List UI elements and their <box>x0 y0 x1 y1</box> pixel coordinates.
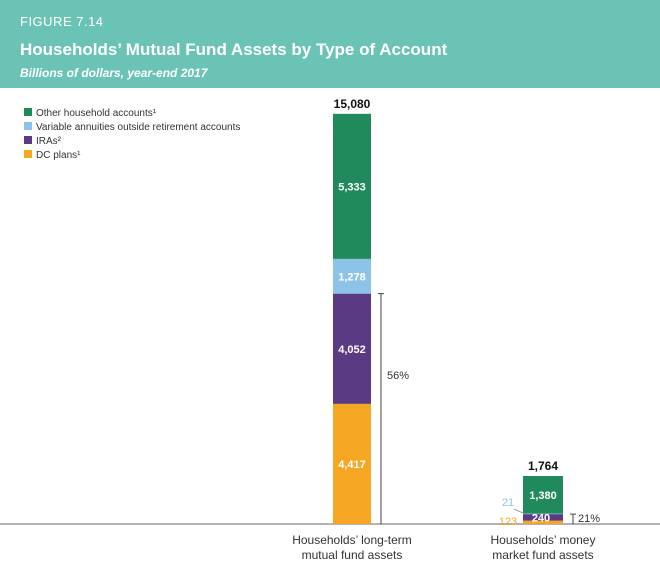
data-label-other-1: 1,380 <box>529 490 557 502</box>
total-label-0: 15,080 <box>334 97 371 111</box>
retirement-share-label-0: 56% <box>387 370 409 382</box>
figure-header: FIGURE 7.14 Households’ Mutual Fund Asse… <box>0 0 660 88</box>
figure-label: FIGURE 7.14 <box>20 14 104 29</box>
bar-dc-1 <box>523 520 563 524</box>
bar-ira-0 <box>333 293 371 404</box>
bar-dc-0 <box>333 403 371 524</box>
category-label-0-line0: Households’ long-term <box>292 533 412 547</box>
data-label-ira-0: 4,052 <box>338 344 366 356</box>
legend-swatch-dc <box>24 150 32 158</box>
leader-line-va <box>513 508 526 515</box>
data-label-dc-0: 4,417 <box>338 459 366 471</box>
legend-swatch-ira <box>24 136 32 144</box>
legend-label-other: Other household accounts¹ <box>36 108 157 119</box>
chart-title: Households’ Mutual Fund Assets by Type o… <box>20 40 448 59</box>
data-label-ira-1: 240 <box>532 512 550 524</box>
legend-swatch-other <box>24 108 32 116</box>
legend-label-ira: IRAs² <box>36 136 62 147</box>
bar-other-0 <box>333 113 371 259</box>
chart-subtitle: Billions of dollars, year-end 2017 <box>20 66 208 80</box>
data-label-dc-1: 123 <box>499 516 517 528</box>
legend-label-va: Variable annuities outside retirement ac… <box>36 122 240 133</box>
data-label-other-0: 5,333 <box>338 181 366 193</box>
category-label-1-line0: Households’ money <box>491 533 596 547</box>
bar-ira-1 <box>523 514 563 521</box>
category-label-1-line1: market fund assets <box>492 548 593 562</box>
bar-va-0 <box>333 258 371 294</box>
retirement-share-label-1: 21% <box>578 513 600 525</box>
legend-swatch-va <box>24 122 32 130</box>
legend-label-dc: DC plans¹ <box>36 150 81 161</box>
bar-va-1 <box>523 513 563 515</box>
total-label-1: 1,764 <box>528 459 558 473</box>
bar-other-1 <box>523 476 563 514</box>
data-label-va-0: 1,278 <box>338 271 366 283</box>
data-label-va-1: 21 <box>502 497 514 509</box>
stacked-bar-chart: Other household accounts¹ Variable annuit… <box>0 97 660 562</box>
category-label-0-line1: mutual fund assets <box>302 548 403 562</box>
